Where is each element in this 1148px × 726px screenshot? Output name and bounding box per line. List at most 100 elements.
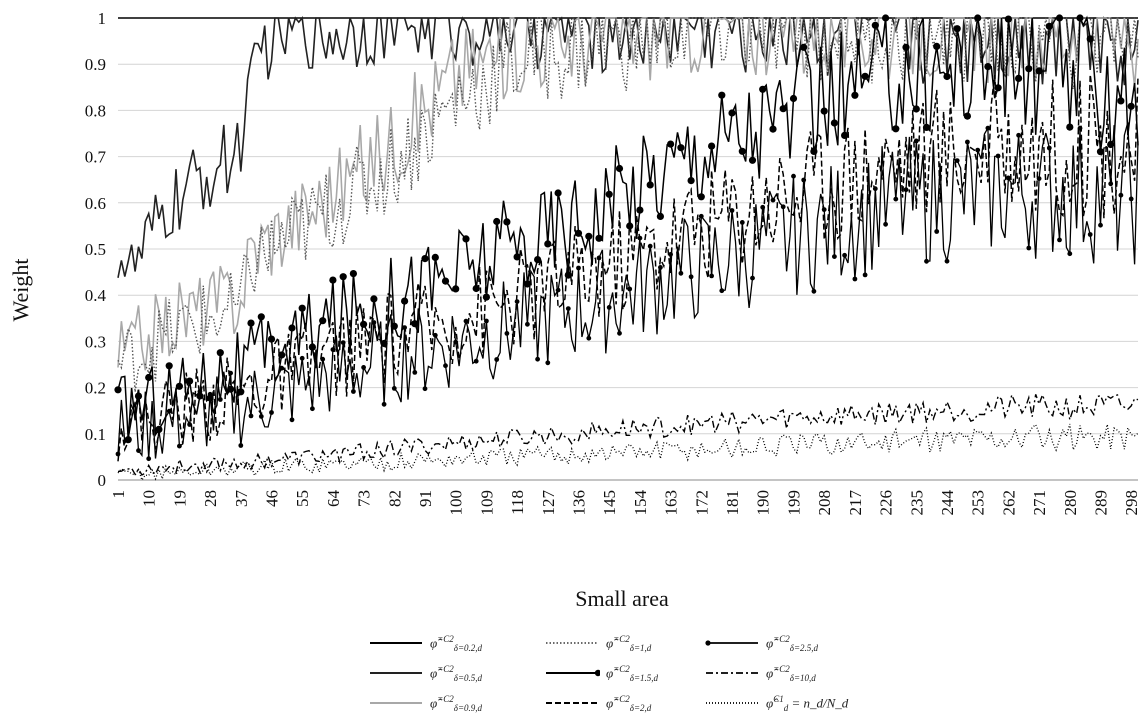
series-marker-5 — [615, 164, 624, 173]
series-marker-5 — [820, 107, 828, 115]
series-marker-5 — [493, 217, 501, 226]
series-marker-7 — [995, 153, 1001, 159]
series-marker-7 — [811, 288, 817, 294]
series-marker-5 — [482, 293, 490, 301]
series-marker-7 — [954, 158, 960, 164]
series-marker-5 — [523, 280, 532, 288]
series-marker-5 — [708, 142, 716, 150]
y-tick-label: 0.4 — [85, 286, 107, 305]
series-marker-7 — [596, 255, 602, 261]
series-marker-5 — [267, 335, 276, 343]
series-marker-7 — [924, 258, 929, 264]
series-marker-5 — [882, 14, 890, 22]
y-tick-label: 0 — [98, 471, 107, 490]
series-marker-7 — [565, 306, 571, 311]
x-tick-label: 91 — [416, 490, 435, 507]
series-marker-7 — [473, 358, 479, 364]
series-marker-7 — [402, 325, 407, 330]
series-marker-5 — [349, 270, 357, 278]
series-marker-7 — [1016, 132, 1021, 138]
x-tick-label: 127 — [539, 490, 558, 516]
series-marker-7 — [443, 363, 448, 369]
series-marker-7 — [770, 197, 776, 203]
series-marker-5 — [728, 109, 736, 117]
legend-label: φ̂=C2δ=0.5,d — [430, 663, 483, 683]
series-marker-5 — [1127, 102, 1135, 110]
x-tick-label: 199 — [784, 490, 803, 516]
series-marker-5 — [370, 295, 378, 303]
series-marker-7 — [1057, 237, 1062, 243]
series-line-7 — [117, 122, 1139, 459]
series-marker-5 — [1035, 67, 1043, 75]
x-tick-label: 28 — [201, 490, 220, 507]
series-marker-7 — [985, 125, 991, 131]
series-marker-7 — [187, 422, 193, 427]
series-marker-7 — [535, 356, 540, 362]
series-marker-5 — [452, 285, 460, 293]
x-tick-label: 46 — [263, 490, 282, 507]
series-line-9 — [117, 423, 1139, 482]
x-tick-label: 10 — [140, 490, 159, 507]
series-marker-5 — [636, 206, 644, 214]
series-marker-7 — [1026, 245, 1032, 251]
series-marker-5 — [1055, 14, 1064, 22]
legend-item: φ̂=C2δ=10,d — [704, 658, 816, 688]
series-marker-7 — [576, 265, 581, 271]
legend-label: φ̂=C2δ=10,d — [766, 663, 816, 683]
series-marker-5 — [1066, 123, 1074, 131]
series-marker-5 — [646, 181, 654, 189]
series-marker-5 — [1015, 74, 1023, 82]
series-marker-5 — [288, 324, 296, 332]
series-marker-7 — [279, 365, 285, 371]
series-marker-7 — [637, 235, 643, 241]
series-marker-7 — [627, 286, 633, 292]
series-marker-5 — [953, 25, 961, 33]
series-marker-7 — [719, 288, 725, 294]
series-marker-5 — [667, 140, 675, 148]
series-marker-5 — [718, 91, 726, 99]
series-marker-7 — [1087, 232, 1093, 237]
x-tick-label: 109 — [477, 490, 496, 516]
legend-swatch — [370, 672, 422, 674]
x-axis-ticks: 1 10 19 28 37 46 55 64 73 82 91 100 109 118 127 136 145 1… — [109, 490, 1141, 516]
series-marker-5 — [697, 193, 705, 201]
series-marker-5 — [441, 277, 450, 285]
legend-label: φ̂=C2δ=2,d — [606, 693, 652, 713]
y-tick-label: 0.7 — [85, 148, 107, 167]
series-marker-5 — [943, 72, 951, 81]
legend-swatch — [546, 669, 600, 677]
legend-swatch — [706, 672, 758, 674]
legend-label: φ̂=C2δ=0.9,d — [430, 693, 483, 713]
series-marker-7 — [832, 254, 837, 259]
series-marker-7 — [688, 274, 694, 280]
series-marker-7 — [821, 207, 827, 213]
legend-label: φ̂=C2δ=0.2,d — [430, 633, 483, 653]
series-marker-7 — [371, 320, 377, 325]
series-line-8 — [117, 392, 1139, 476]
x-tick-label: 253 — [969, 490, 988, 516]
series-marker-7 — [750, 275, 755, 281]
series-marker-7 — [791, 173, 796, 179]
legend-item: φ̂=C2δ=0.5,d — [368, 658, 482, 688]
series-marker-7 — [238, 443, 244, 448]
series-marker-5 — [339, 273, 347, 281]
series-marker-7 — [801, 177, 807, 183]
series-marker-7 — [760, 204, 766, 210]
series-marker-5 — [134, 392, 143, 400]
series-marker-7 — [1118, 192, 1124, 198]
legend-swatch — [705, 640, 758, 646]
series-marker-5 — [933, 42, 941, 51]
series-marker-7 — [862, 272, 868, 278]
series-marker-5 — [462, 235, 470, 243]
series-marker-7 — [422, 386, 428, 392]
x-tick-label: 262 — [999, 490, 1018, 516]
series-marker-7 — [391, 386, 397, 391]
series-marker-5 — [800, 43, 808, 51]
series-marker-5 — [748, 156, 757, 164]
series-line-2 — [117, 16, 1139, 278]
series-marker-5 — [513, 253, 521, 261]
legend-label: φ̂=C2δ=2.5,d — [766, 633, 819, 653]
series-marker-7 — [658, 265, 663, 270]
series-marker-7 — [1128, 196, 1134, 202]
legend: φ̂=C2δ=0.2,d φ̂=C2δ=1,d φ̂=C2δ=2.5,d φ̂=C2δ… — [368, 628, 868, 722]
